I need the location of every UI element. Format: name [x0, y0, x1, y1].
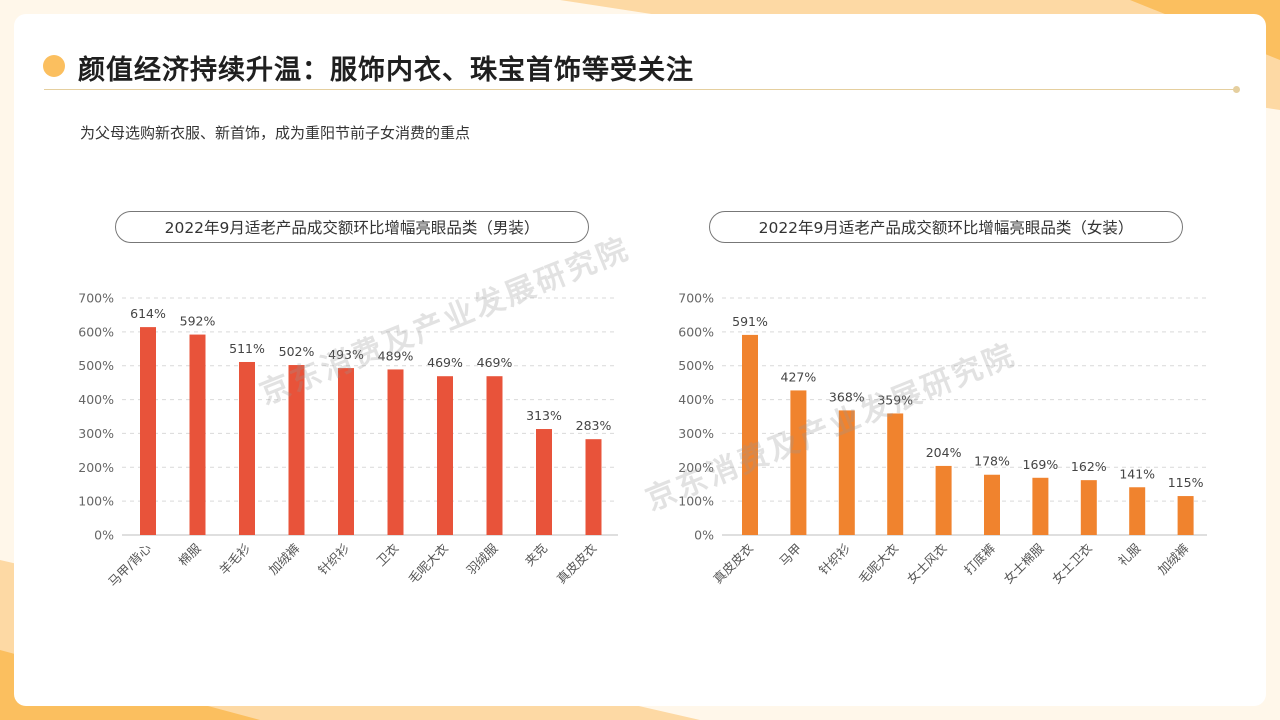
page-title: 颜值经济持续升温：服饰内衣、珠宝首饰等受关注 [78, 55, 694, 86]
women-y-tick-label: 300% [678, 426, 714, 441]
page-subtitle: 为父母选购新衣服、新首饰，成为重阳节前子女消费的重点 [80, 124, 471, 142]
men-data-label: 469% [427, 355, 463, 370]
men-bar [486, 376, 503, 535]
men-data-label: 313% [526, 408, 562, 423]
men-data-label: 502% [279, 344, 315, 359]
men-data-label: 283% [576, 418, 612, 433]
women-bar [742, 334, 758, 535]
women-category-label: 礼服 [1115, 540, 1144, 569]
men-data-label: 511% [229, 341, 265, 356]
women-bar [887, 413, 904, 535]
women-data-label: 368% [829, 389, 865, 404]
men-bar [140, 327, 156, 535]
chart-title-women: 2022年9月适老产品成交额环比增幅亮眼品类（女装） [709, 211, 1183, 243]
women-bar [1177, 496, 1194, 535]
men-data-label: 592% [180, 314, 216, 329]
women-bar [1032, 477, 1049, 535]
divider-end-dot [1233, 86, 1240, 93]
women-bar [838, 410, 855, 535]
women-category-label: 女士风衣 [904, 540, 950, 586]
women-category-label: 女士卫衣 [1049, 540, 1095, 586]
women-data-label: 204% [926, 445, 962, 460]
men-bar [189, 334, 206, 535]
men-data-label: 493% [328, 347, 364, 362]
women-category-label: 毛呢大衣 [855, 540, 901, 586]
title-bullet-icon [43, 55, 65, 77]
men-bar [437, 376, 453, 535]
chart-title-men: 2022年9月适老产品成交额环比增幅亮眼品类（男装） [115, 211, 589, 243]
women-y-tick-label: 100% [678, 494, 714, 509]
women-y-tick-label: 400% [678, 392, 714, 407]
men-y-tick-label: 0% [94, 528, 114, 543]
women-y-tick-label: 500% [678, 358, 714, 373]
men-bar [585, 439, 602, 535]
bar-chart-men: 0%100%200%300%400%500%600%700%614%马甲/背心5… [78, 291, 618, 589]
women-y-tick-label: 700% [678, 291, 714, 306]
content-card [14, 14, 1266, 706]
men-y-tick-label: 200% [78, 460, 114, 475]
women-bar [1129, 487, 1146, 535]
women-category-label: 打底裤 [961, 541, 998, 578]
women-data-label: 162% [1071, 459, 1107, 474]
women-category-label: 加绒裤 [1155, 541, 1192, 578]
women-bar [790, 390, 807, 535]
women-data-label: 178% [974, 454, 1010, 469]
men-bar [536, 429, 552, 535]
women-data-label: 427% [781, 369, 817, 384]
women-category-label: 针织衫 [816, 541, 853, 578]
men-y-tick-label: 300% [78, 426, 114, 441]
men-y-tick-label: 700% [78, 291, 114, 306]
men-y-tick-label: 100% [78, 494, 114, 509]
women-data-label: 141% [1119, 466, 1155, 481]
women-category-label: 真皮皮衣 [710, 540, 756, 586]
women-bar [984, 474, 1000, 535]
women-y-tick-label: 0% [694, 528, 714, 543]
women-bar [1080, 480, 1097, 535]
women-data-label: 115% [1168, 475, 1204, 490]
women-category-label: 女士棉服 [1001, 540, 1047, 586]
women-data-label: 359% [877, 392, 913, 407]
men-bar [239, 361, 255, 535]
men-bar [338, 368, 354, 535]
men-data-label: 469% [477, 355, 513, 370]
men-y-tick-label: 400% [78, 392, 114, 407]
men-data-label: 489% [378, 348, 414, 363]
women-bar [935, 465, 952, 535]
men-data-label: 614% [130, 306, 166, 321]
men-bar [387, 369, 404, 535]
bar-chart-women: 0% 100% 200% 300% 400% 500% 600% 700% 591% 真皮皮衣 42… [678, 291, 1207, 586]
women-y-tick-label: 600% [678, 324, 714, 339]
men-y-tick-label: 600% [78, 324, 114, 339]
men-bar [288, 365, 305, 535]
title-divider [44, 89, 1237, 90]
men-y-tick-label: 500% [78, 358, 114, 373]
women-category-label: 马甲 [776, 541, 804, 569]
women-data-label: 169% [1023, 457, 1059, 472]
women-y-tick-label: 200% [678, 460, 714, 475]
women-data-label: 591% [732, 314, 768, 329]
